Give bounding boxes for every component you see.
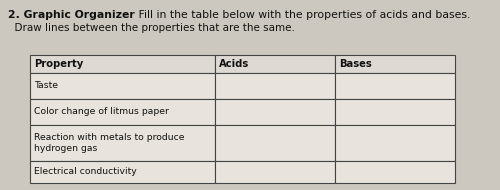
Bar — [335, 55, 455, 73]
Bar — [335, 99, 455, 125]
Text: Taste: Taste — [34, 82, 58, 90]
Bar — [335, 73, 455, 99]
Bar — [30, 125, 215, 161]
Bar — [30, 55, 215, 73]
Bar — [30, 99, 215, 125]
Bar — [30, 161, 215, 183]
Text: Bases: Bases — [339, 59, 372, 69]
Text: 2. Graphic Organizer: 2. Graphic Organizer — [8, 10, 135, 20]
Text: Reaction with metals to produce
hydrogen gas: Reaction with metals to produce hydrogen… — [34, 133, 184, 153]
Bar — [215, 99, 335, 125]
Bar — [30, 73, 215, 99]
Text: Acids: Acids — [219, 59, 249, 69]
Text: Color change of litmus paper: Color change of litmus paper — [34, 108, 169, 116]
Bar — [215, 55, 335, 73]
Bar — [335, 161, 455, 183]
Bar — [215, 125, 335, 161]
Bar — [335, 125, 455, 161]
Bar — [215, 161, 335, 183]
Text: Fill in the table below with the properties of acids and bases.: Fill in the table below with the propert… — [135, 10, 470, 20]
Bar — [215, 73, 335, 99]
Text: Electrical conductivity: Electrical conductivity — [34, 168, 137, 177]
Text: Draw lines between the properties that are the same.: Draw lines between the properties that a… — [8, 23, 295, 33]
Text: Property: Property — [34, 59, 83, 69]
